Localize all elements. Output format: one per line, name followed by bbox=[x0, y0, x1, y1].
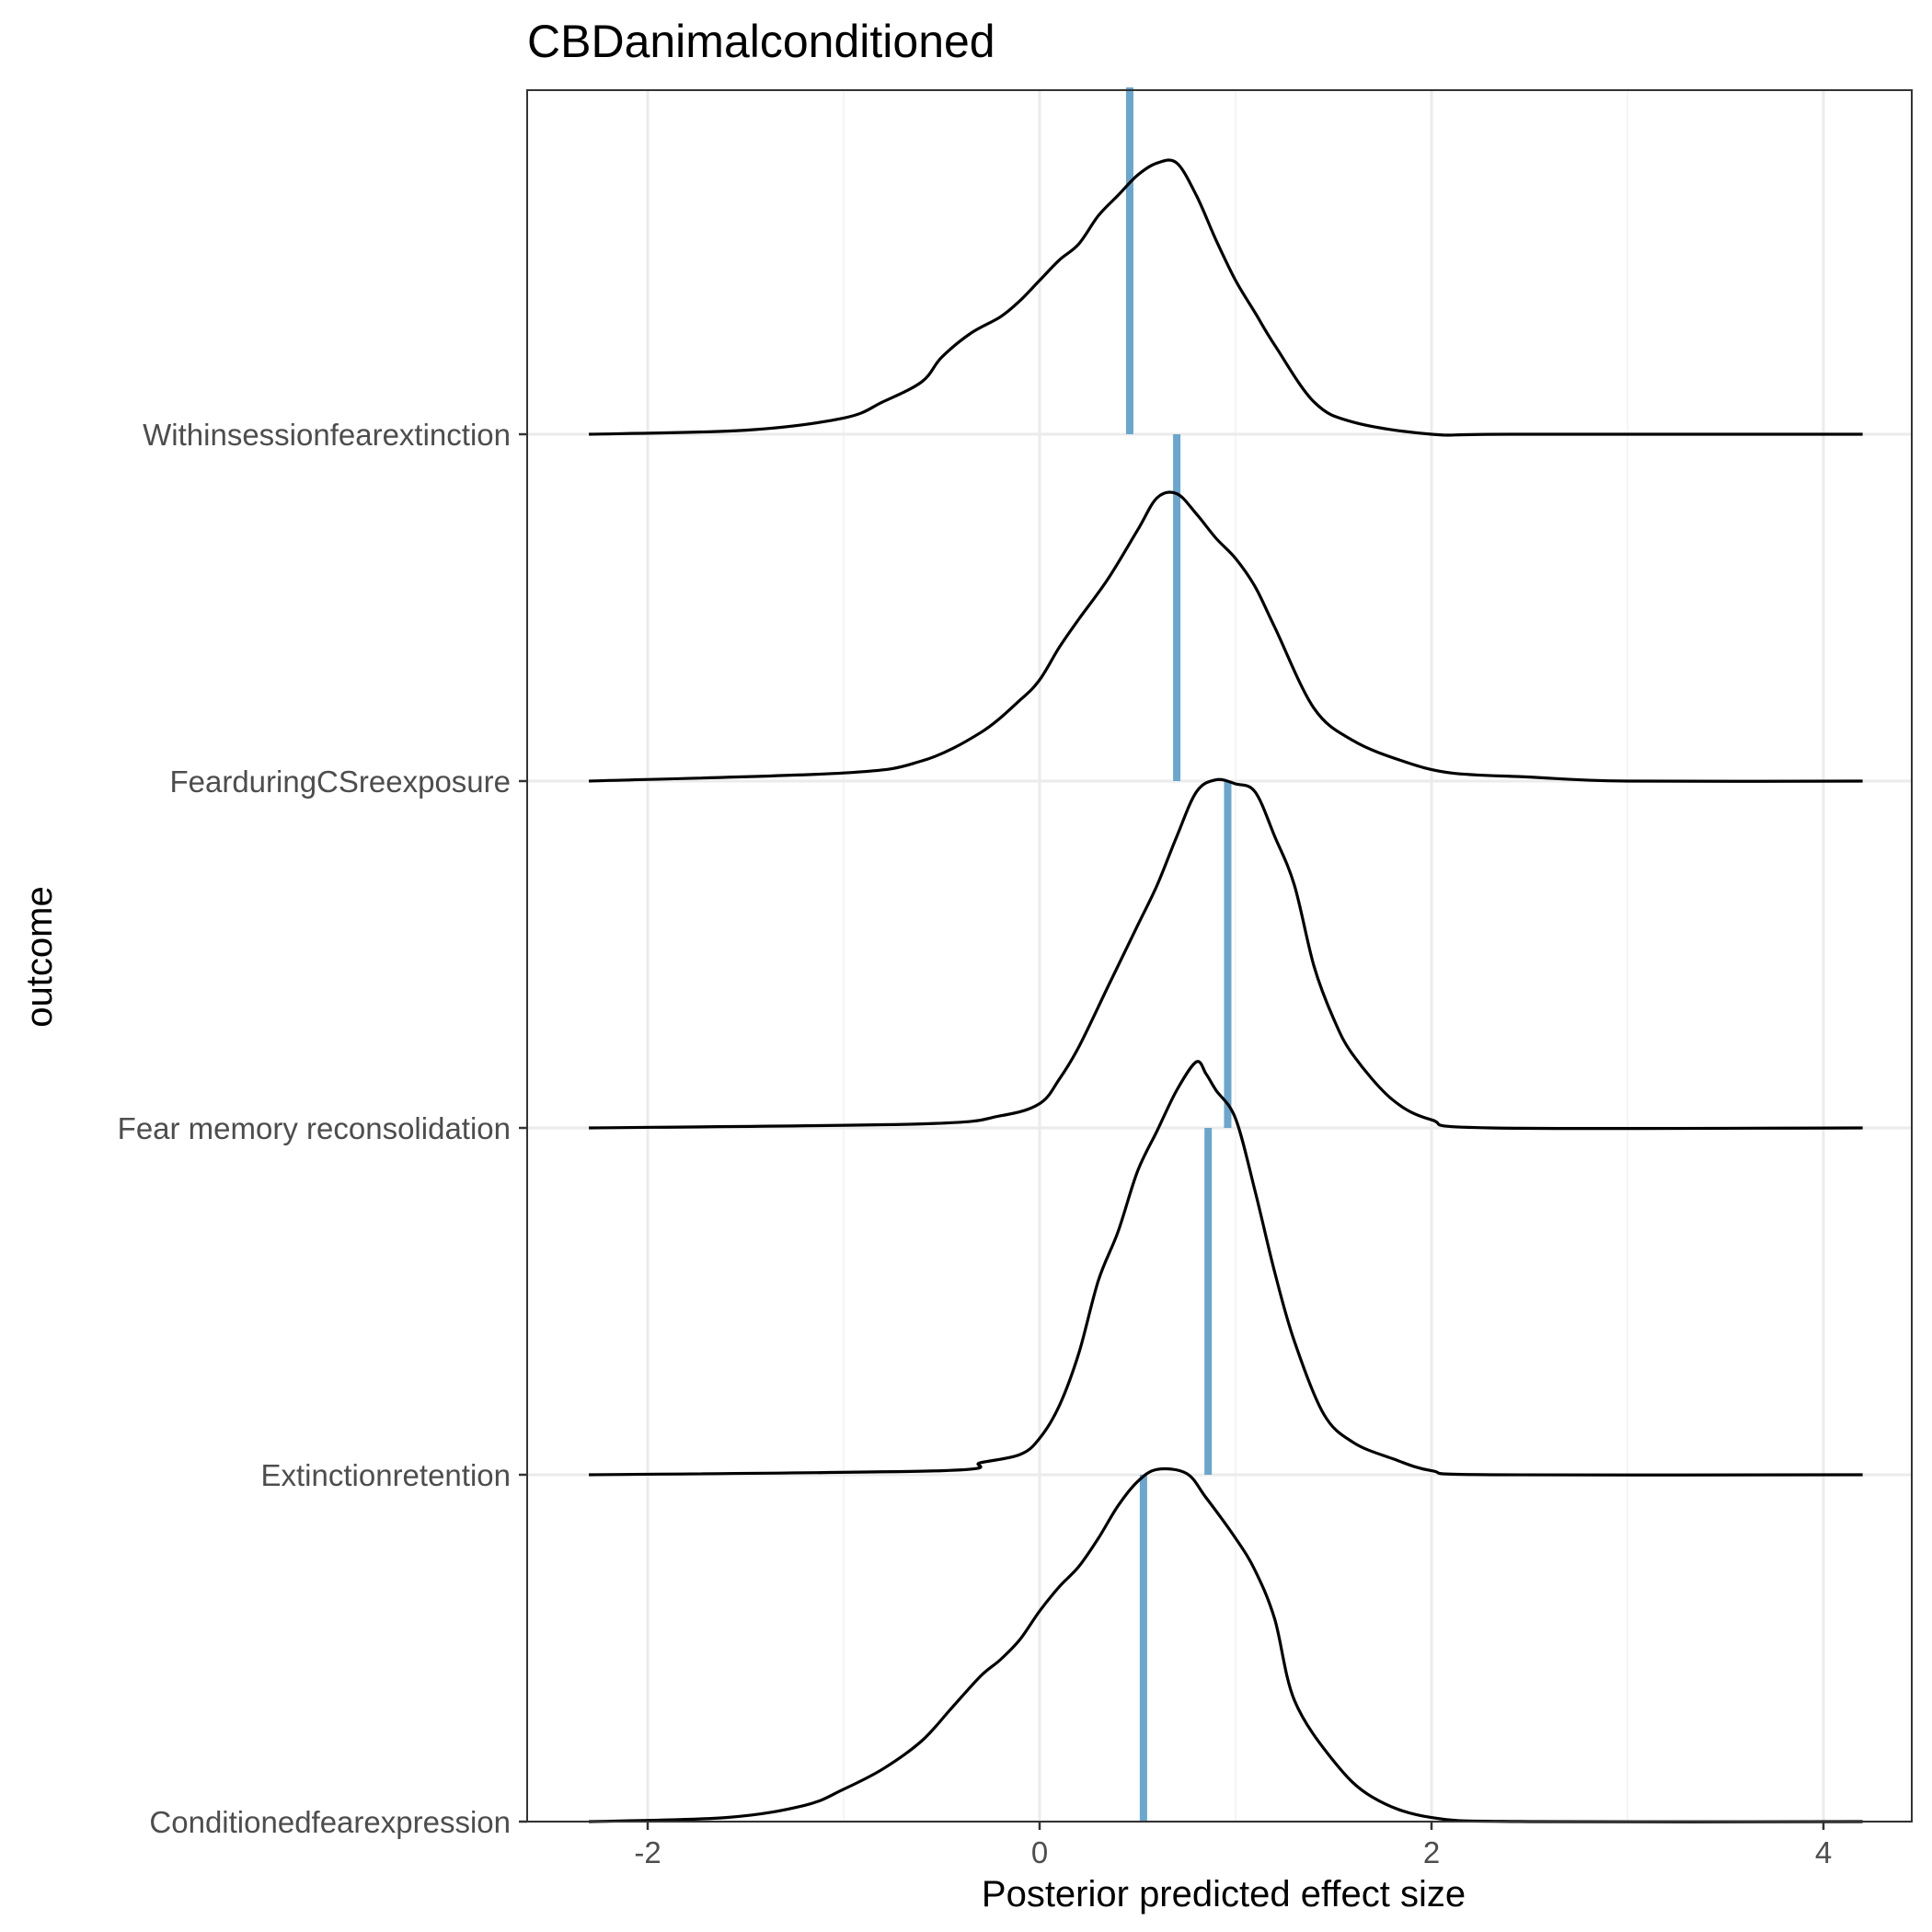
panel-border bbox=[526, 89, 1913, 1823]
density-curve bbox=[589, 490, 1863, 783]
y-tick-label: FearduringCSreexposure bbox=[169, 765, 511, 799]
density-curve bbox=[589, 777, 1863, 1131]
y-axis-title: outcome bbox=[19, 886, 60, 1027]
density-curve bbox=[589, 1466, 1863, 1823]
y-tick-label: Conditionedfearexpression bbox=[149, 1805, 511, 1839]
x-axis: -2 0 2 4 bbox=[634, 1822, 1832, 1869]
chart-title: CBDanimalconditioned bbox=[527, 16, 995, 67]
density-curve bbox=[589, 158, 1863, 437]
x-axis-title: Posterior predicted effect size bbox=[982, 1874, 1466, 1915]
x-tick-label: 0 bbox=[1031, 1835, 1048, 1869]
x-tick-label: -2 bbox=[634, 1835, 661, 1869]
y-axis: Conditionedfearexpression Extinctionreten… bbox=[118, 418, 527, 1839]
y-tick-label: Extinctionretention bbox=[261, 1458, 512, 1492]
x-tick-label: 2 bbox=[1423, 1835, 1440, 1869]
median-lines bbox=[1125, 87, 1232, 1822]
y-tick-label: Withinsessionfearextinction bbox=[143, 418, 511, 452]
y-tick-label: Fear memory reconsolidation bbox=[118, 1111, 511, 1145]
density-curves bbox=[589, 158, 1863, 1823]
density-curve bbox=[589, 1060, 1863, 1477]
x-tick-label: 4 bbox=[1815, 1835, 1832, 1869]
